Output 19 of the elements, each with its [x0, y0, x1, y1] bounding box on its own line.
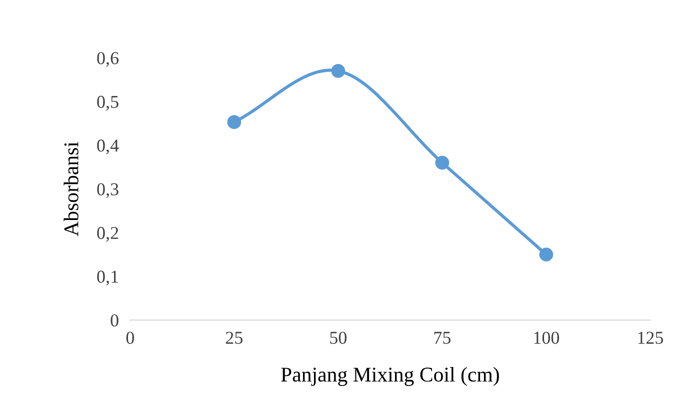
x-tick-label: 50: [330, 332, 347, 344]
point: [435, 156, 450, 170]
point: [331, 64, 346, 78]
y-tick-label: 0,4: [97, 139, 119, 154]
x-tick-label: 100: [534, 332, 560, 344]
x-tick-label: 25: [226, 332, 243, 344]
x-tick-label: 0: [126, 332, 134, 344]
x-tick-label: 125: [638, 332, 664, 344]
y-tick-label: 0,1: [97, 270, 118, 286]
x-tick-label: 75: [434, 332, 451, 344]
point: [539, 248, 554, 262]
y-tick-label: 0,5: [97, 96, 118, 111]
y-axis-title: Absorbansi: [64, 142, 78, 236]
y-tick-label: 0: [110, 314, 118, 327]
y-tick-label: 0,3: [97, 183, 118, 198]
y-tick-label: 0,6: [97, 52, 119, 67]
point: [227, 115, 242, 130]
y-tick-label: 0,2: [97, 226, 118, 242]
x-axis-title: Panjang Mixing Coil (cm): [281, 367, 499, 386]
